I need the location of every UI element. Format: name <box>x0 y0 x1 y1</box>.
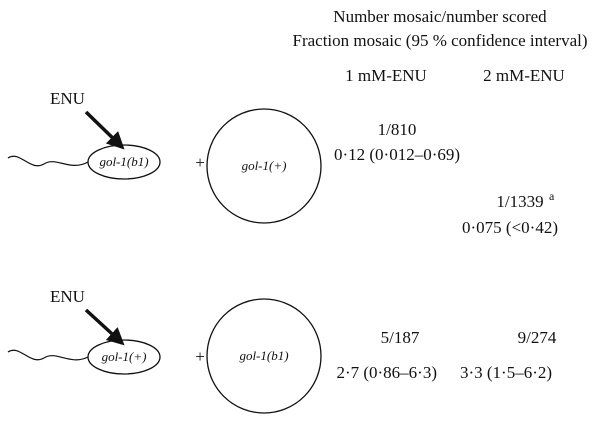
count: 1/1339 <box>496 192 543 211</box>
fraction: 0·12 (0·012–0·69) <box>334 145 460 164</box>
egg <box>206 298 322 414</box>
fraction: 0·075 (<0·42) <box>462 218 558 237</box>
sperm-tail <box>7 349 89 361</box>
count: 5/187 <box>381 328 420 347</box>
fraction: 3·3 (1·5–6·2) <box>460 363 552 382</box>
sperm-head <box>87 339 161 375</box>
mutagen-label: ENU <box>50 287 85 306</box>
sperm-tail <box>7 155 89 167</box>
egg-genotype: gol-1(+) <box>242 158 287 173</box>
egg-genotype: gol-1(b1) <box>239 348 288 363</box>
sperm-genotype: gol-1(b1) <box>99 154 148 169</box>
sperm-head <box>87 144 161 180</box>
sperm-genotype: gol-1(+) <box>102 349 147 364</box>
count: 1/810 <box>378 120 417 139</box>
arrow <box>84 110 125 150</box>
header-line: Fraction mosaic (95 % confidence interva… <box>292 31 587 50</box>
egg <box>206 108 322 224</box>
column-head: 1 mM-ENU <box>345 66 427 85</box>
fraction: 2·7 (0·86–6·3) <box>336 363 437 382</box>
column-head: 2 mM-ENU <box>483 66 565 85</box>
footnote-mark: a <box>549 189 555 203</box>
mutagen-label: ENU <box>50 89 85 108</box>
count: 9/274 <box>518 328 557 347</box>
plus: + <box>195 347 205 366</box>
plus: + <box>195 153 205 172</box>
arrow <box>84 308 125 346</box>
header-line: Number mosaic/number scored <box>333 7 547 26</box>
